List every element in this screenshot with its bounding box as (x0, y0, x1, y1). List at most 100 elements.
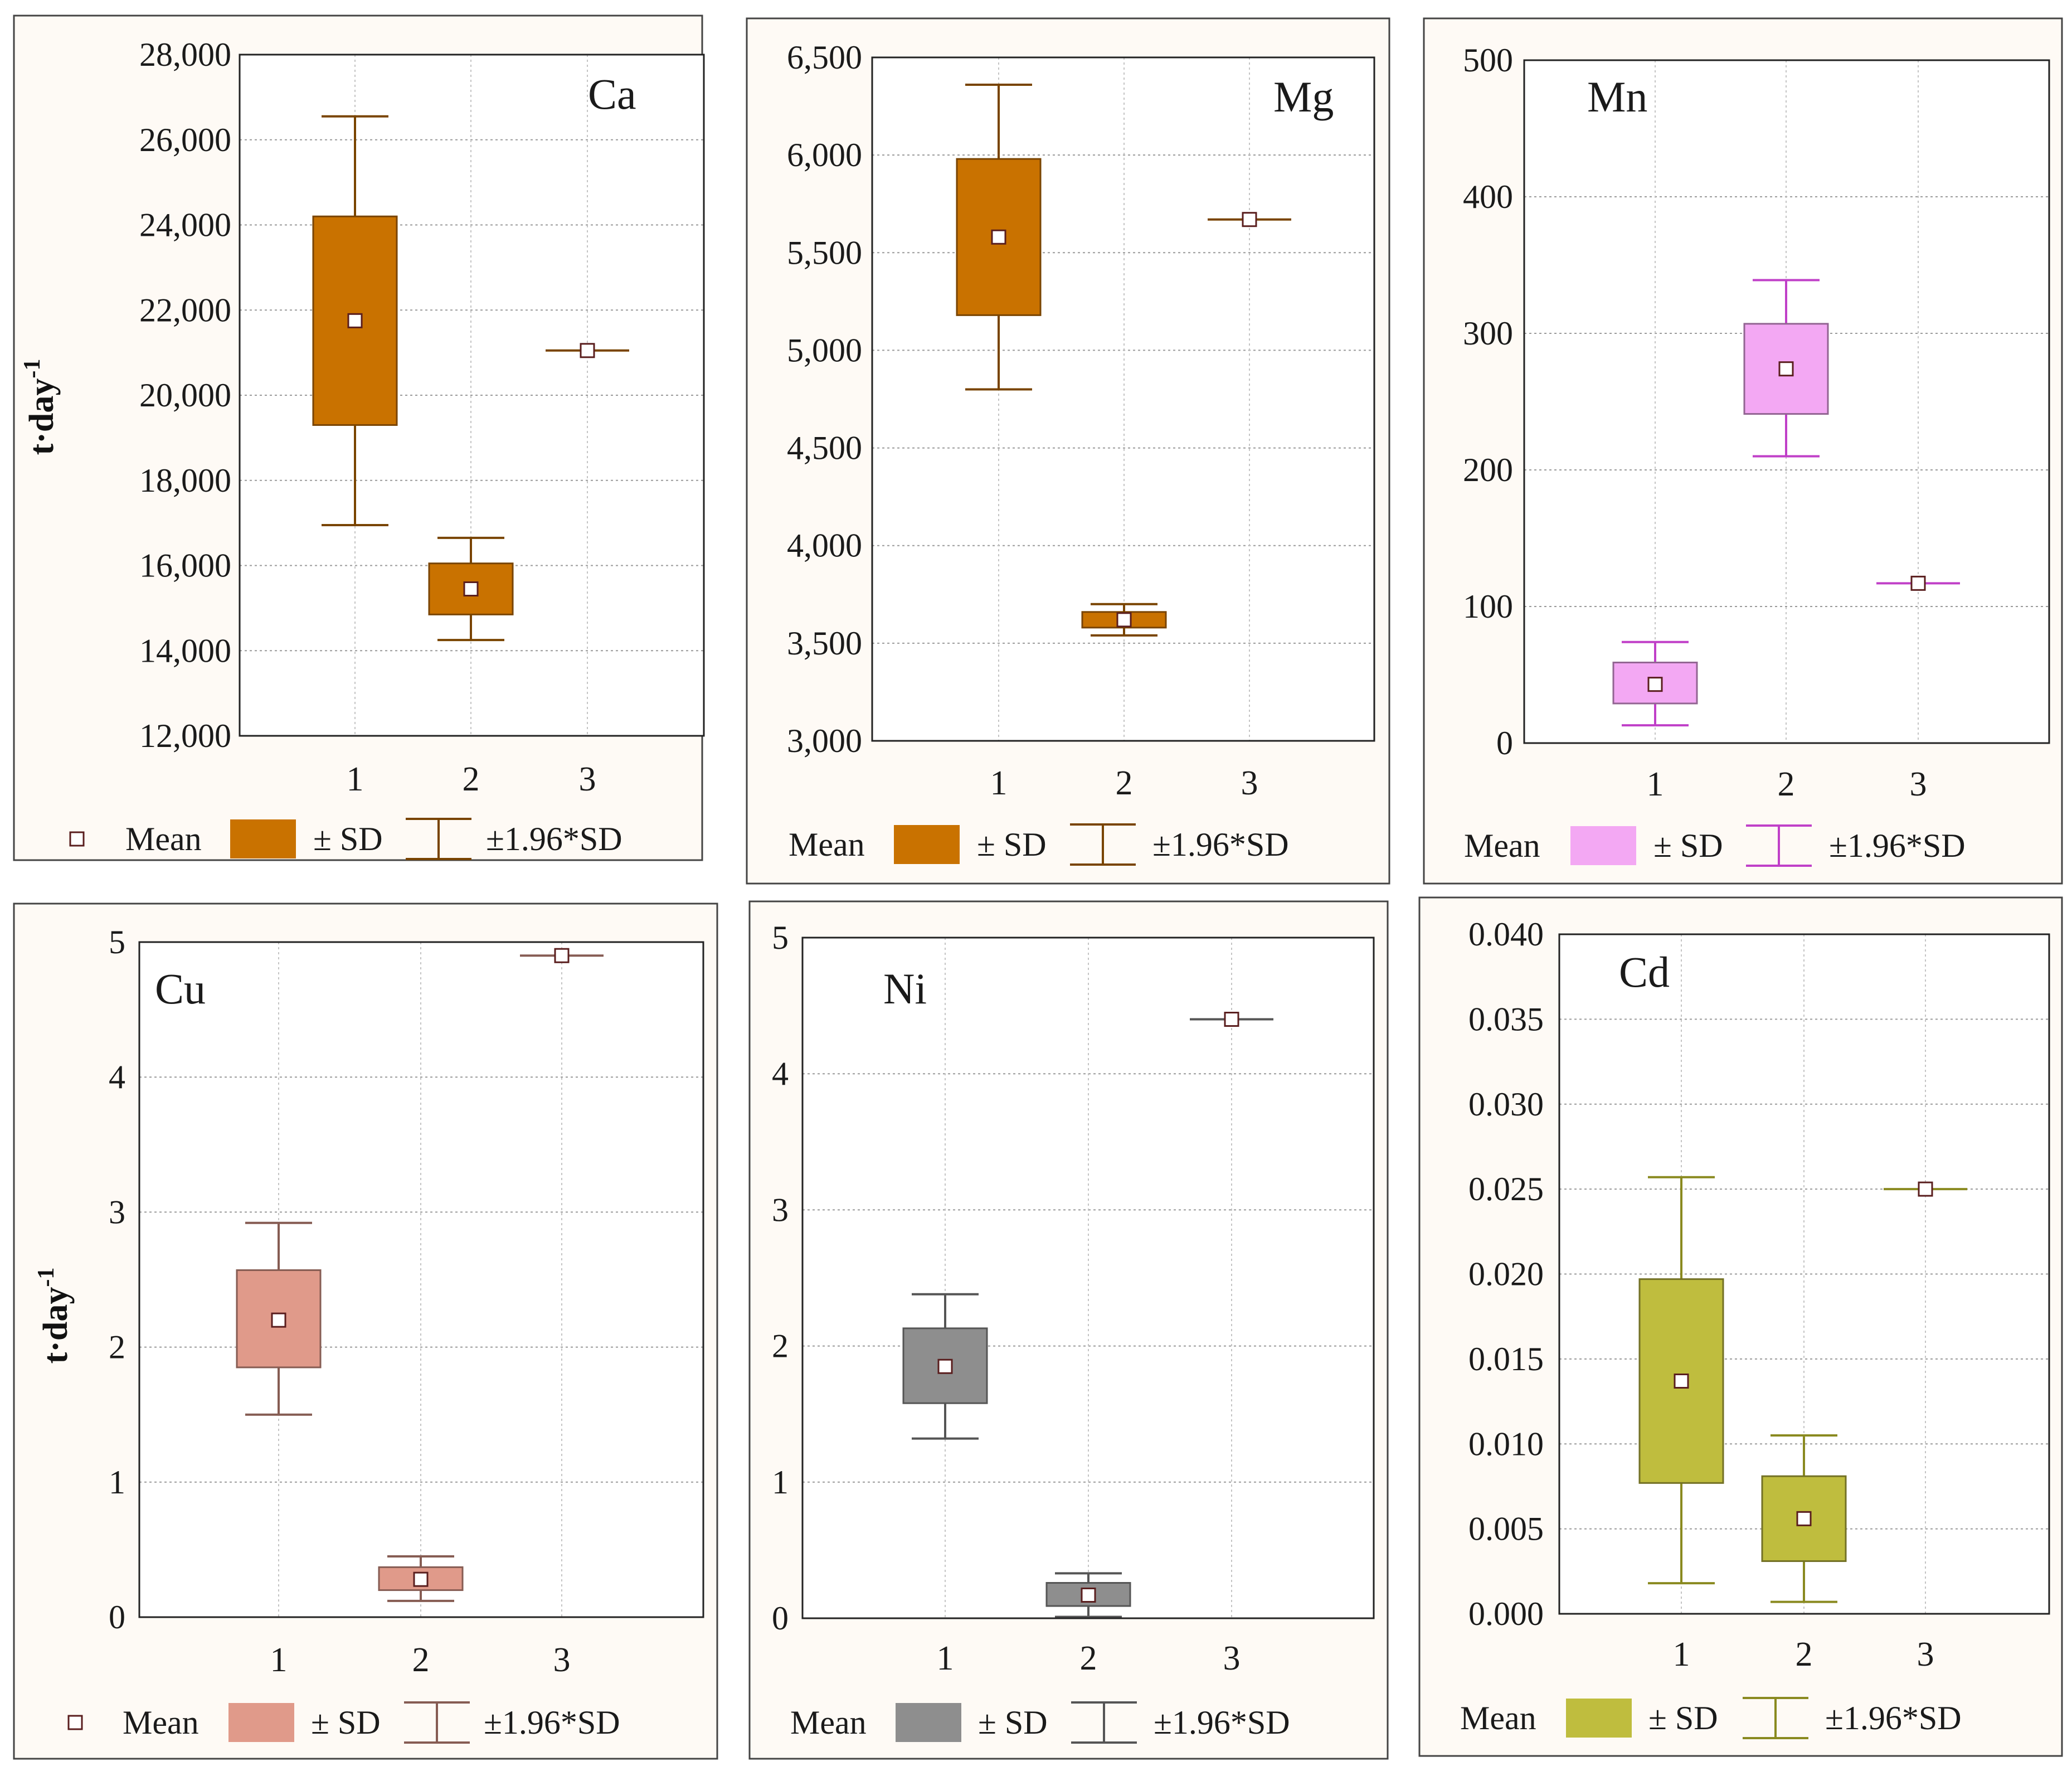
legend: Mean ± SD ±1.96*SD (1460, 1697, 1962, 1739)
legend-sd-label: ± SD (1648, 1700, 1718, 1736)
y-tick-label: 500 (1463, 42, 1513, 79)
box-category-1 (956, 84, 1042, 391)
legend-mean-label: Mean (789, 826, 865, 863)
box-category-1 (902, 1293, 988, 1440)
y-tick-label: 24,000 (139, 207, 231, 244)
panel-cu: 0 1 2 3 4 5 1 2 3 Cu t·day-1 Mean ± SD ±1.96*SD (13, 903, 718, 1760)
y-tick-label: 5,000 (787, 332, 862, 368)
box-category-2 (1761, 1434, 1847, 1603)
y-tick-label: 0.010 (1468, 1425, 1544, 1462)
y-tick-label: 16,000 (139, 547, 231, 584)
y-tick-label: 3 (772, 1191, 789, 1228)
x-tick-label: 1 (1647, 765, 1664, 803)
x-tick-label: 1 (347, 760, 364, 798)
legend-ci-label: ±1.96*SD (1152, 826, 1289, 863)
y-tick-label: 4 (772, 1055, 789, 1092)
box-category-3 (1876, 575, 1960, 591)
y-tick-label: 14,000 (139, 632, 231, 669)
element-label: Mg (1273, 72, 1334, 121)
y-tick-label: 1 (109, 1464, 125, 1501)
mean-marker (580, 343, 595, 358)
legend-ci-label: ±1.96*SD (1154, 1704, 1290, 1741)
y-tick-label: 0 (109, 1599, 125, 1636)
legend-sd-label: ± SD (313, 821, 383, 857)
mean-marker (1224, 1012, 1239, 1027)
legend-sd-label: ± SD (311, 1704, 381, 1741)
y-tick-label: 20,000 (139, 377, 231, 414)
x-tick-label: 2 (1778, 765, 1795, 803)
x-tick-label: 2 (1080, 1639, 1097, 1677)
box-category-3 (1208, 212, 1291, 227)
x-tick-label: 2 (463, 760, 480, 798)
mean-marker (1647, 677, 1663, 692)
legend-sd-swatch (896, 1703, 961, 1742)
mean-marker (554, 948, 570, 963)
mean-marker (1116, 612, 1132, 628)
y-axis-label-exponent: -1 (20, 359, 45, 379)
x-tick-label: 2 (1796, 1636, 1813, 1673)
element-label: Cd (1619, 948, 1670, 996)
plot-area (872, 57, 1374, 741)
legend-ci-label: ±1.96*SD (1829, 827, 1966, 864)
legend-mean-marker (69, 831, 85, 847)
box-category-1 (236, 1221, 322, 1416)
y-tick-label: 100 (1463, 588, 1513, 625)
y-tick-label: 400 (1463, 178, 1513, 215)
plot-border (871, 56, 1375, 742)
y-axis-label-base: t·day (23, 379, 61, 455)
mean-marker (347, 313, 363, 328)
legend-sd-swatch (1566, 1699, 1632, 1738)
box-category-3 (520, 948, 604, 963)
legend-sd-swatch (1570, 826, 1636, 865)
legend-ci-label: ±1.96*SD (486, 821, 622, 857)
x-tick-label: 2 (412, 1641, 430, 1679)
y-tick-label: 200 (1463, 452, 1513, 488)
mean-marker (1081, 1587, 1096, 1603)
panel-mg: 3,000 3,500 4,000 4,500 5,000 5,500 6,000 6,500… (746, 17, 1390, 885)
y-tick-label: 3 (109, 1193, 125, 1230)
plot-border (1558, 933, 2050, 1615)
element-label: Cu (155, 964, 206, 1013)
legend-sd-swatch (228, 1703, 294, 1742)
box-category-2 (1081, 603, 1167, 637)
legend-mean-marker (67, 1715, 83, 1730)
y-tick-label: 6,500 (787, 39, 862, 76)
y-tick-label: 0.020 (1468, 1256, 1544, 1293)
y-tick-label: 4,000 (787, 527, 862, 564)
y-tick-label: 0 (772, 1600, 789, 1637)
legend: Mean ± SD ±1.96*SD (790, 1701, 1290, 1744)
y-tick-label: 0.005 (1468, 1511, 1544, 1547)
legend: Mean ± SD ±1.96*SD (67, 1701, 620, 1744)
mean-marker (1674, 1373, 1689, 1389)
panel-cd: 0.000 0.005 0.010 0.015 0.020 0.025 0.030 0.035… (1418, 896, 2063, 1757)
y-tick-label: 4,500 (787, 430, 862, 467)
element-label: Ca (588, 70, 636, 118)
legend-mean-label: Mean (1460, 1700, 1536, 1736)
box-category-2 (1045, 1572, 1131, 1618)
panel-ca: 12,000 14,000 16,000 18,000 20,000 22,000 24,0… (13, 14, 705, 861)
panel-mn: 0 100 200 300 400 500 1 2 3 Mn Mean ± SD ±1.96*SD (1423, 17, 2063, 885)
y-tick-label: 18,000 (139, 462, 231, 499)
mean-marker (991, 229, 1006, 245)
sd-box (236, 1269, 322, 1369)
plot-border (138, 941, 704, 1618)
box-category-3 (1884, 1181, 1967, 1197)
x-tick-label: 3 (579, 760, 596, 798)
y-tick-label: 0.025 (1468, 1171, 1544, 1207)
x-tick-label: 1 (1673, 1636, 1690, 1673)
y-tick-label: 0.030 (1468, 1086, 1544, 1123)
y-tick-label: 5 (772, 919, 789, 956)
legend-mean-label: Mean (790, 1704, 867, 1741)
y-tick-label: 0.040 (1468, 916, 1544, 953)
y-tick-label: 0.035 (1468, 1001, 1544, 1037)
box-category-3 (546, 343, 629, 358)
y-tick-label: 12,000 (139, 717, 231, 754)
legend-mean-label: Mean (125, 821, 202, 857)
legend-sd-label: ± SD (977, 826, 1047, 863)
legend-ci-label: ±1.96*SD (484, 1704, 620, 1741)
y-tick-label: 0.000 (1468, 1595, 1544, 1632)
x-tick-label: 3 (1223, 1639, 1241, 1677)
plot-border (239, 54, 705, 737)
mean-marker (271, 1312, 286, 1328)
y-tick-label: 3,000 (787, 722, 862, 759)
